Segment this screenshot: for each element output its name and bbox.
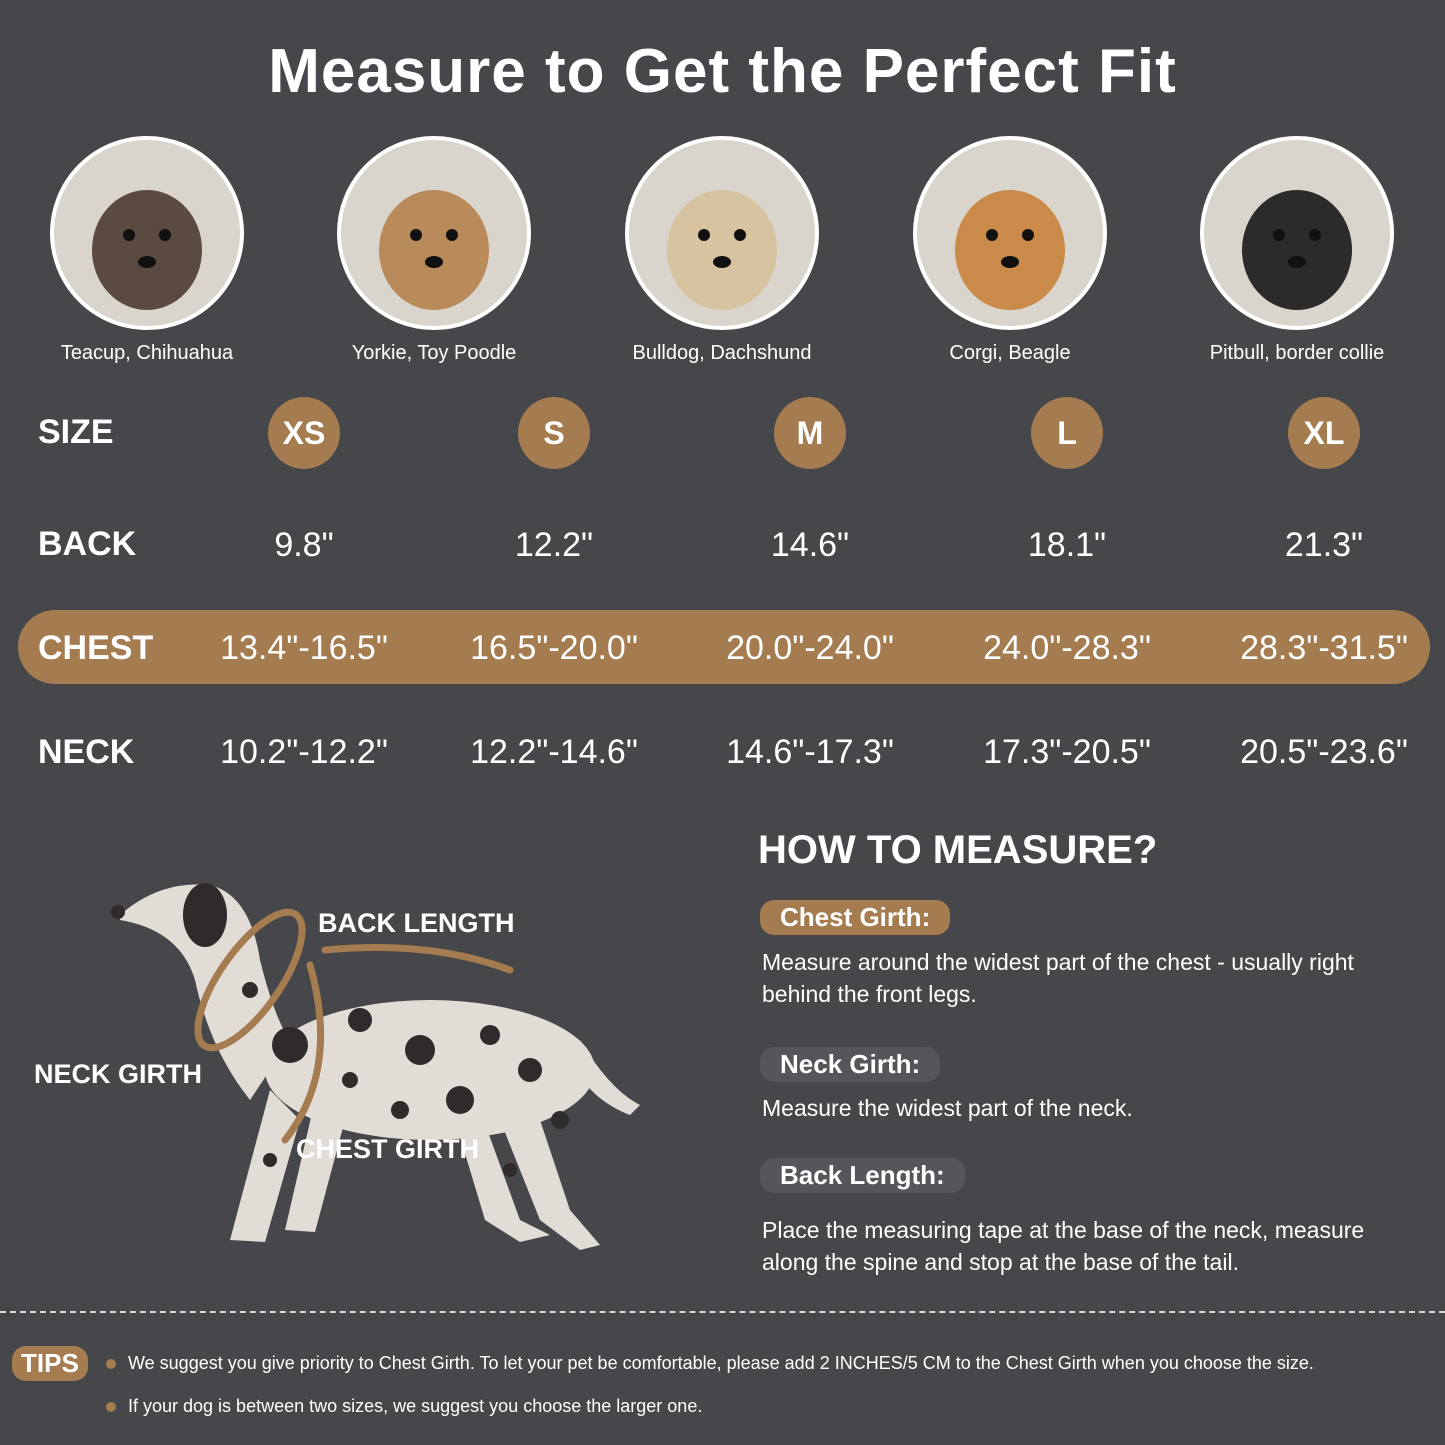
chest-girth-label: CHEST GIRTH xyxy=(296,1134,480,1164)
tip-item: If your dog is between two sizes, we sug… xyxy=(106,1396,702,1417)
tip-item: We suggest you give priority to Chest Gi… xyxy=(106,1353,1314,1374)
back-length-label: BACK LENGTH xyxy=(318,908,515,938)
chest-value: 28.3"-31.5" xyxy=(1240,629,1408,667)
back-length-pill: Back Length: xyxy=(760,1158,965,1193)
neck-value: 17.3"-20.5" xyxy=(983,733,1151,771)
dalmatian-diagram xyxy=(111,883,640,1250)
divider xyxy=(0,1311,1445,1313)
breed-label: Teacup, Chihuahua xyxy=(60,342,234,364)
breed-label: Corgi, Beagle xyxy=(949,342,1071,364)
pug-photo xyxy=(625,136,819,330)
chest-value: 13.4"-16.5" xyxy=(220,629,388,667)
neck-girth-pill: Neck Girth: xyxy=(760,1047,941,1082)
chest-value: 16.5"-20.0" xyxy=(470,629,638,667)
size-badge-s: S xyxy=(518,397,590,469)
yorkie-photo xyxy=(337,136,531,330)
back-length-text: Place the measuring tape at the base of … xyxy=(762,1217,1365,1275)
chest-girth-text: Measure around the widest part of the ch… xyxy=(762,949,1354,1007)
back-value: 12.2" xyxy=(514,526,594,564)
chest-value: 24.0"-28.3" xyxy=(983,629,1151,667)
neck-value: 14.6"-17.3" xyxy=(726,733,894,771)
back-value: 18.1" xyxy=(1027,526,1107,564)
border-collie-photo xyxy=(1200,136,1394,330)
back-value: 14.6" xyxy=(770,526,850,564)
chest-row-highlight xyxy=(18,610,1430,684)
breed-label: Yorkie, Toy Poodle xyxy=(351,342,517,364)
neck-value: 10.2"-12.2" xyxy=(220,733,388,771)
breed-label: Pitbull, border collie xyxy=(1209,342,1385,364)
size-badge-m: M xyxy=(774,397,846,469)
neck-girth-text: Measure the widest part of the neck. xyxy=(762,1095,1133,1121)
beagle-photo xyxy=(913,136,1107,330)
size-badge-xs: XS xyxy=(268,397,340,469)
chest-value: 20.0"-24.0" xyxy=(726,629,894,667)
page-title: Measure to Get the Perfect Fit xyxy=(268,37,1177,106)
how-to-measure-heading: HOW TO MEASURE? xyxy=(758,828,1158,872)
neck-value: 20.5"-23.6" xyxy=(1240,733,1408,771)
neck-girth-label: NECK GIRTH xyxy=(34,1059,202,1089)
breed-label: Bulldog, Dachshund xyxy=(632,342,812,364)
back-row-label: BACK xyxy=(38,525,137,563)
back-value: 9.8" xyxy=(274,526,334,564)
neck-row-label: NECK xyxy=(38,733,135,771)
chest-row-label: CHEST xyxy=(38,629,154,667)
tips-badge: TIPS xyxy=(12,1346,88,1381)
size-badge-l: L xyxy=(1031,397,1103,469)
neck-value: 12.2"-14.6" xyxy=(470,733,638,771)
chihuahua-photo xyxy=(50,136,244,330)
size-row-label: SIZE xyxy=(38,413,114,451)
back-value: 21.3" xyxy=(1284,526,1364,564)
chest-girth-pill: Chest Girth: xyxy=(760,900,951,935)
size-badge-xl: XL xyxy=(1288,397,1360,469)
